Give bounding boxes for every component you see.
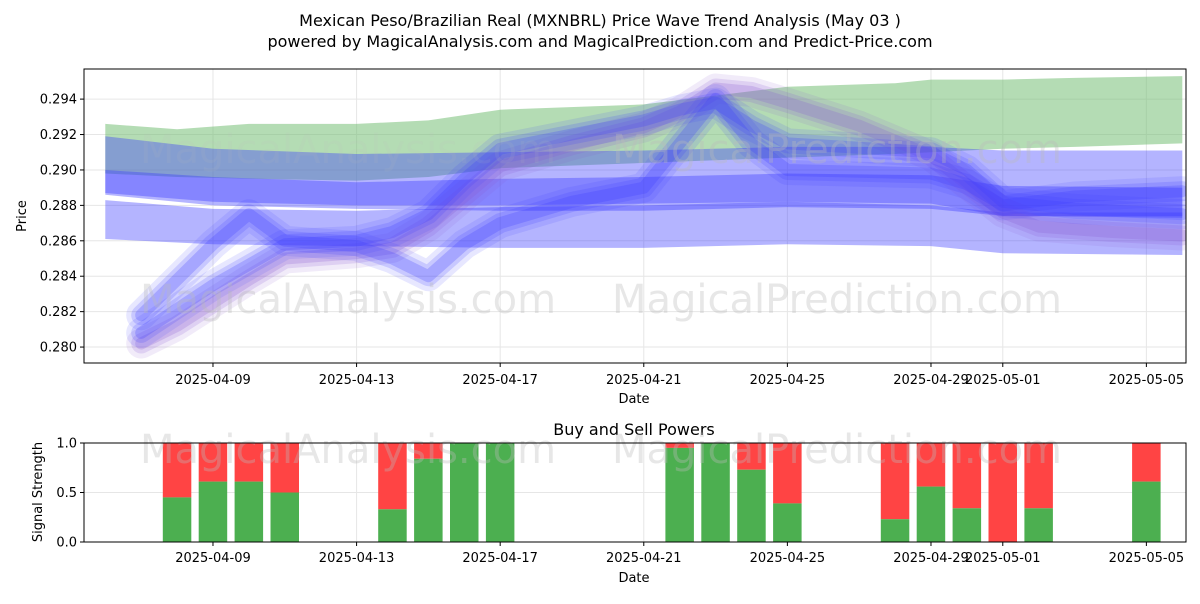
wave-trail-4-2 [135, 82, 1186, 350]
price-y-tick-label: 0.288 [40, 199, 77, 214]
power-axis-ticks: 2025-04-09 2025-04-13 2025-04-17 2025-04-21… [56, 437, 1184, 567]
price-x-tick-label: 2025-04-29 [893, 373, 969, 388]
power-plot-area [162, 443, 1161, 542]
sell-power-bar [414, 443, 443, 459]
power-x-tick-label: 2025-04-13 [319, 551, 395, 566]
buy-power-bar [378, 509, 407, 542]
buy-power-bar [952, 508, 982, 542]
watermark-top-left-1: MagicalAnalysis.com [140, 127, 556, 173]
price-x-tick-label: 2025-04-21 [606, 373, 682, 388]
sell-power-bar [1024, 443, 1053, 509]
chart-title: Mexican Peso/Brazilian Real (MXNBRL) Pri… [299, 11, 901, 30]
wave-trail-6-1 [131, 92, 1186, 343]
sell-power-bar [988, 443, 1017, 542]
buy-power-bar [198, 481, 228, 542]
price-x-tick-label: 2025-05-01 [965, 373, 1041, 388]
power-y-label: Signal Strength [31, 442, 46, 542]
price-x-label: Date [618, 392, 649, 407]
power-x-tick-label: 2025-04-25 [750, 551, 826, 566]
power-x-tick-label: 2025-05-05 [1109, 551, 1185, 566]
price-x-tick-label: 2025-04-25 [750, 373, 826, 388]
sell-power-bar [378, 443, 407, 510]
sell-power-bar [665, 443, 694, 448]
wave-trail-4-1 [131, 78, 1186, 354]
buy-power-bar [1024, 508, 1053, 542]
sell-power-bar [916, 443, 946, 487]
sell-power-bar [1132, 443, 1161, 482]
watermark-bottom-left: MagicalAnalysis.com [140, 427, 556, 473]
wave-trail-6-0 [126, 87, 1186, 348]
watermark-bottom-right: MagicalPrediction.com [612, 427, 1062, 473]
power-y-tick-label: 0.5 [56, 486, 77, 501]
trend-band-3 [105, 200, 1183, 255]
price-plot-area [105, 73, 1186, 359]
price-x-tick-label: 2025-05-05 [1109, 373, 1185, 388]
sell-power-bar [737, 443, 766, 470]
buy-power-bar [737, 469, 766, 542]
power-x-tick-label: 2025-04-21 [606, 551, 682, 566]
power-x-tick-label: 2025-04-17 [462, 551, 538, 566]
buy-power-bar [1132, 481, 1161, 542]
power-x-tick-label: 2025-04-29 [893, 551, 969, 566]
power-y-tick-label: 1.0 [56, 437, 77, 452]
price-y-tick-label: 0.294 [40, 93, 77, 108]
price-x-tick-label: 2025-04-13 [319, 373, 395, 388]
buy-power-bar [162, 497, 192, 542]
wave-trail-6-2 [135, 96, 1186, 339]
buy-power-bar [414, 458, 443, 542]
sell-power-bar [880, 443, 910, 520]
price-x-tick-label: 2025-04-17 [462, 373, 538, 388]
power-title: Buy and Sell Powers [553, 420, 715, 439]
price-y-tick-label: 0.282 [40, 305, 77, 320]
price-y-tick-label: 0.286 [40, 234, 77, 249]
wave-trail-5-2 [135, 93, 1186, 322]
price-y-tick-label: 0.280 [40, 341, 77, 356]
wave-trail-4-0 [126, 73, 1186, 359]
price-y-tick-label: 0.290 [40, 163, 77, 178]
power-y-tick-label: 0.0 [56, 536, 77, 551]
buy-power-bar [773, 503, 802, 542]
price-y-label: Price [15, 200, 30, 232]
sell-power-bar [773, 443, 802, 504]
power-x-label: Date [618, 571, 649, 586]
sell-power-bar [162, 443, 192, 498]
wave-trail-5-0 [126, 84, 1186, 331]
trend-band-0 [105, 76, 1183, 181]
wave-trail-5-1 [131, 89, 1186, 326]
price-y-tick-label: 0.284 [40, 270, 77, 285]
watermark-top-right-1: MagicalPrediction.com [612, 127, 1062, 173]
sell-power-bar [952, 443, 982, 509]
power-x-tick-label: 2025-05-01 [965, 551, 1041, 566]
sell-power-bar [234, 443, 264, 482]
price-axis-ticks: 2025-04-09 2025-04-13 2025-04-17 2025-04-21… [40, 93, 1184, 388]
watermark-top-left-2: MagicalAnalysis.com [140, 277, 556, 323]
price-axes-frame [83, 68, 1187, 364]
buy-power-bar [450, 443, 479, 542]
trend-band-2 [105, 170, 1183, 218]
power-x-tick-label: 2025-04-09 [175, 551, 251, 566]
buy-power-bar [270, 492, 299, 542]
sell-power-bar [198, 443, 228, 482]
buy-power-bar [701, 443, 730, 542]
trend-band-1 [105, 136, 1183, 216]
buy-power-bar [665, 447, 694, 542]
watermark-top-right-2: MagicalPrediction.com [612, 277, 1062, 323]
buy-power-bar [234, 481, 264, 542]
buy-power-bar [485, 443, 515, 542]
chart-subtitle: powered by MagicalAnalysis.com and Magic… [267, 32, 932, 51]
price-y-tick-label: 0.292 [40, 128, 77, 143]
sell-power-bar [270, 443, 299, 493]
buy-power-bar [916, 486, 946, 542]
price-x-tick-label: 2025-04-09 [175, 373, 251, 388]
buy-power-bar [880, 519, 910, 542]
